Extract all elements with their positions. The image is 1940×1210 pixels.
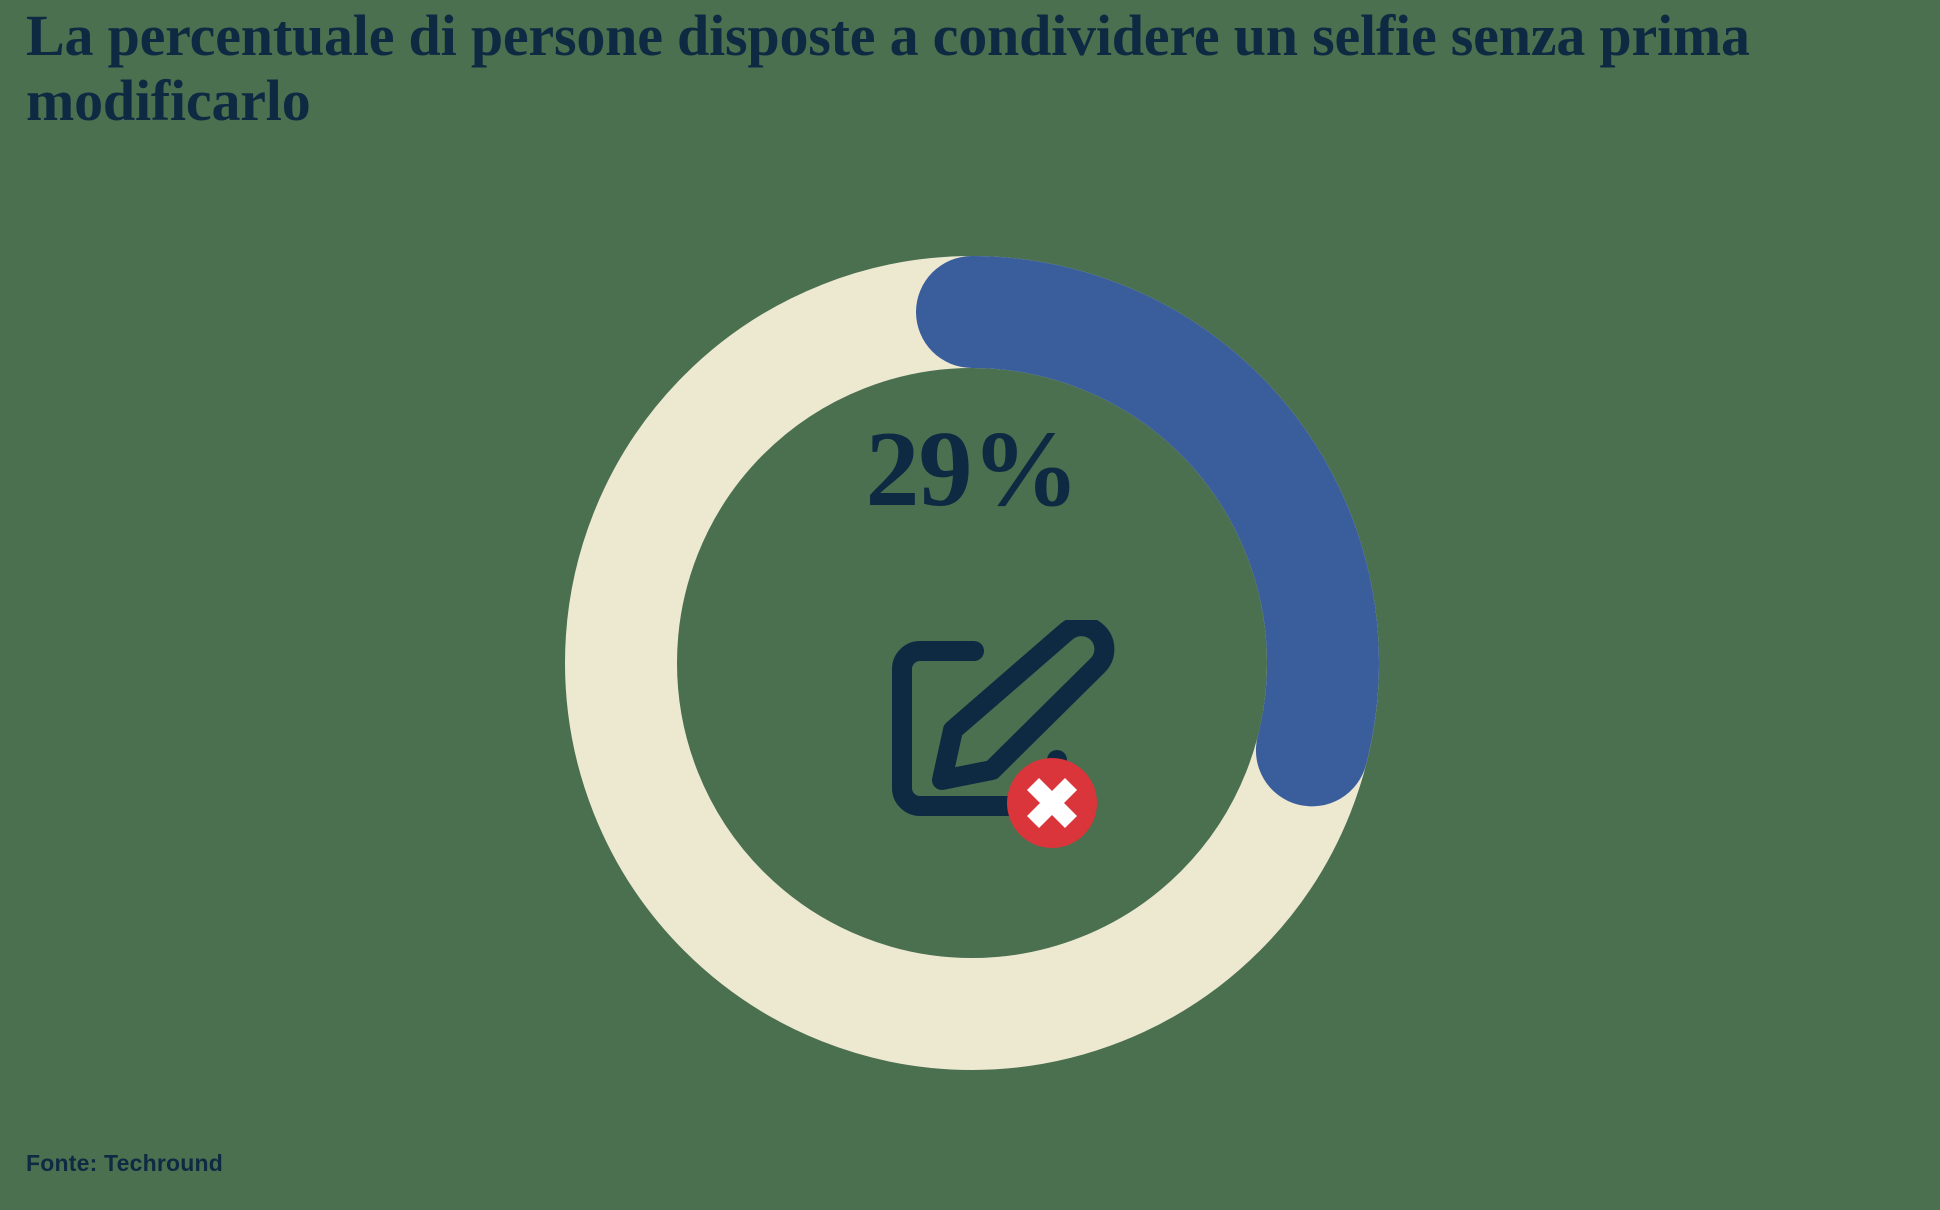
source-note: Fonte: Techround xyxy=(26,1150,223,1176)
donut-center-value: 29% xyxy=(865,410,1080,529)
close-x-icon-mark xyxy=(1026,777,1078,829)
pencil-shape xyxy=(932,616,1115,790)
edit-pencil-icon xyxy=(892,616,1115,848)
page-title: La percentuale di persone disposte a con… xyxy=(26,3,1750,133)
edit-disabled-icon-group xyxy=(880,616,1130,870)
